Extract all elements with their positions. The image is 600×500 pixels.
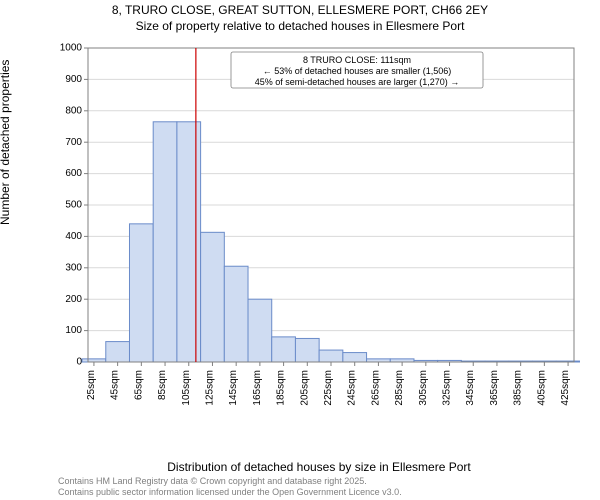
x-tick-label: 265sqm [370,370,381,406]
histogram-bar [319,350,343,362]
y-tick-label: 300 [65,262,82,273]
footer-line-2: Contains public sector information licen… [58,487,402,498]
x-tick-label: 325sqm [442,370,453,406]
x-tick-label: 245sqm [347,370,358,406]
title-line-2: Size of property relative to detached ho… [0,19,600,35]
x-tick-label: 145sqm [228,370,239,406]
footer-attribution: Contains HM Land Registry data © Crown c… [58,476,402,498]
y-tick-label: 400 [65,231,82,242]
x-axis-label: Distribution of detached houses by size … [58,460,580,474]
x-tick-label: 85sqm [157,370,168,400]
histogram-bar [295,338,319,362]
x-tick-label: 225sqm [323,370,334,406]
x-tick-label: 385sqm [513,370,524,406]
x-tick-label: 125sqm [204,370,215,406]
x-tick-label: 345sqm [465,370,476,406]
x-tick-label: 425sqm [560,370,571,406]
y-tick-label: 1000 [60,43,83,54]
y-axis-label: Number of detached properties [0,60,12,225]
histogram-bar [201,232,225,362]
annotation-line-2: ← 53% of detached houses are smaller (1,… [263,66,452,76]
chart-container: 8, TRURO CLOSE, GREAT SUTTON, ELLESMERE … [0,0,600,500]
y-tick-label: 200 [65,294,82,305]
annotation-line-1: 8 TRURO CLOSE: 111sqm [303,55,411,65]
x-tick-label: 185sqm [276,370,287,406]
histogram-bar [343,353,367,362]
annotation-line-3: 45% of semi-detached houses are larger (… [255,77,460,87]
title-line-1: 8, TRURO CLOSE, GREAT SUTTON, ELLESMERE … [0,3,600,19]
histogram-bar [129,224,153,362]
y-tick-label: 800 [65,105,82,116]
x-tick-label: 105sqm [181,370,192,406]
histogram-bar [224,266,248,362]
y-tick-label: 900 [65,74,82,85]
x-tick-label: 365sqm [489,370,500,406]
y-tick-label: 600 [65,168,82,179]
x-tick-label: 285sqm [394,370,405,406]
x-tick-label: 65sqm [133,370,144,400]
y-tick-label: 100 [65,325,82,336]
histogram-bar [153,122,177,362]
histogram-bar [272,337,296,362]
y-tick-label: 0 [76,357,82,368]
y-tick-label: 700 [65,137,82,148]
chart-titles: 8, TRURO CLOSE, GREAT SUTTON, ELLESMERE … [0,0,600,34]
x-tick-label: 25sqm [86,370,97,400]
footer-line-1: Contains HM Land Registry data © Crown c… [58,476,402,487]
x-tick-label: 165sqm [252,370,263,406]
x-tick-label: 45sqm [110,370,121,400]
x-tick-label: 305sqm [418,370,429,406]
y-tick-label: 500 [65,200,82,211]
histogram-bar [248,299,272,362]
histogram-bar [177,122,201,362]
histogram-bar [106,342,130,362]
x-tick-label: 205sqm [299,370,310,406]
histogram-plot: 0 100 200 300 400 500 600 700 800 900 1000 25sqm 45s… [58,42,580,410]
x-tick-label: 405sqm [536,370,547,406]
